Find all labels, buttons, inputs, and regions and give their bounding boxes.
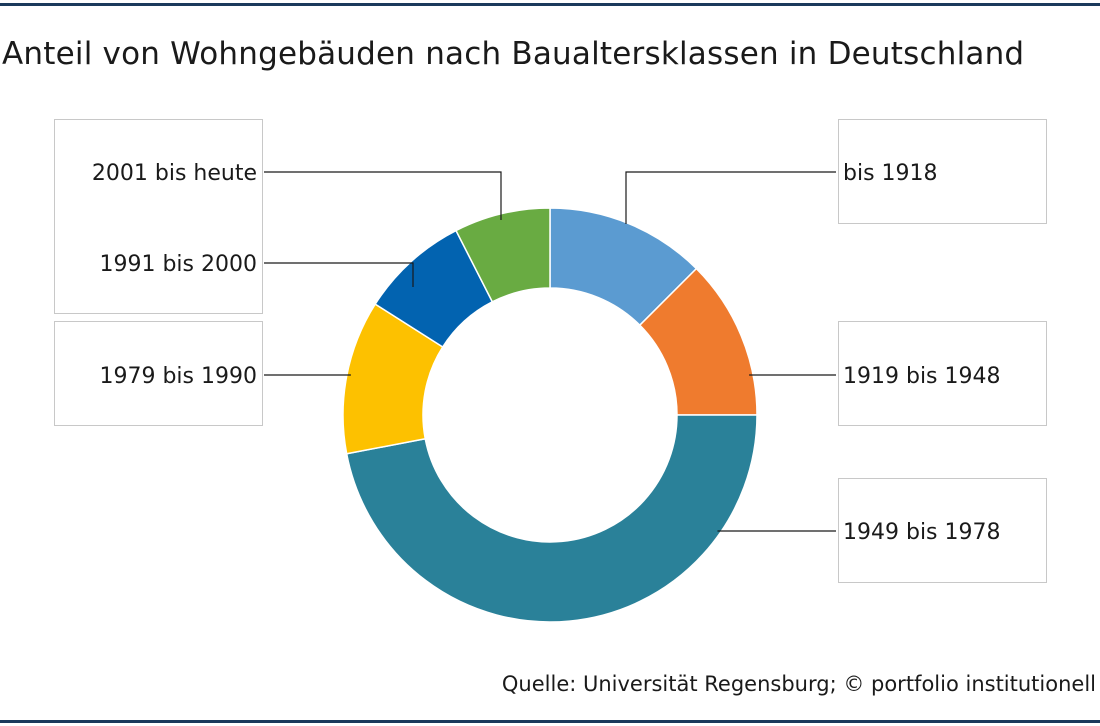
leader-1991-bis-2000: [264, 262, 414, 287]
label-box: [838, 478, 1047, 583]
label-1991-bis-2000: 1991 bis 2000: [99, 252, 257, 277]
top-rule: [0, 3, 1100, 6]
slice-2001-bis-heute: [455, 207, 551, 303]
slice-1949-bis-1978: [345, 414, 758, 623]
leader-bis-1918: [625, 171, 836, 224]
label-2001-bis-heute: 2001 bis heute: [92, 161, 257, 186]
label-box: [838, 119, 1047, 224]
chart-title: Anteil von Wohngebäuden nach Baualterskl…: [2, 36, 1025, 72]
label-bis-1918: bis 1918: [843, 161, 938, 186]
label-1949-bis-1978: 1949 bis 1978: [843, 520, 1001, 545]
label-box: [838, 321, 1047, 426]
leader-2001-bis-heute: [264, 171, 502, 220]
bottom-rule: [0, 720, 1100, 723]
label-box: [54, 321, 263, 426]
label-1919-bis-1948: 1919 bis 1948: [843, 364, 1001, 389]
source-note: Quelle: Universität Regensburg; © portfo…: [501, 672, 1096, 696]
label-box-upper-left: [54, 119, 263, 314]
label-1979-bis-1990: 1979 bis 1990: [99, 364, 257, 389]
